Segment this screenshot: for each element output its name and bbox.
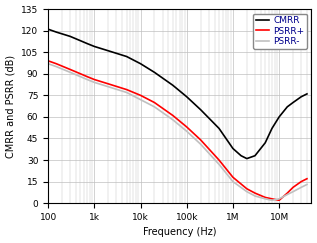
PSRR+ (245, 187, 249, 190)
CMRR (270, 127, 274, 130)
PSRR- (54, 65, 58, 68)
CMRR (299, 95, 303, 98)
CMRR (285, 105, 289, 108)
CMRR (139, 62, 142, 65)
PSRR+ (285, 192, 289, 195)
PSRR- (171, 118, 175, 121)
PSRR- (46, 62, 50, 65)
PSRR+ (79, 72, 82, 75)
CMRR (305, 92, 309, 95)
PSRR- (305, 183, 309, 186)
PSRR- (185, 130, 189, 133)
CMRR (231, 147, 235, 150)
PSRR+ (125, 88, 128, 91)
PSRR- (299, 186, 303, 189)
PSRR+ (291, 186, 295, 189)
PSRR+ (85, 75, 89, 78)
PSRR+ (68, 68, 72, 71)
PSRR- (79, 75, 82, 78)
PSRR+ (92, 78, 96, 81)
PSRR- (139, 98, 142, 101)
PSRR+ (152, 101, 156, 104)
CMRR (253, 154, 257, 157)
PSRR+ (231, 176, 235, 179)
PSRR+ (270, 197, 274, 200)
PSRR+ (299, 180, 303, 183)
X-axis label: Frequency (Hz): Frequency (Hz) (143, 227, 217, 237)
CMRR (245, 157, 249, 160)
PSRR+ (54, 62, 58, 65)
CMRR (54, 31, 58, 34)
PSRR- (285, 193, 289, 196)
PSRR- (125, 91, 128, 94)
CMRR (291, 101, 295, 104)
PSRR- (68, 71, 72, 74)
PSRR+ (46, 59, 50, 62)
PSRR+ (199, 139, 203, 141)
PSRR- (270, 199, 274, 202)
PSRR- (106, 85, 110, 88)
PSRR- (231, 180, 235, 183)
PSRR+ (263, 196, 267, 199)
CMRR (277, 115, 281, 118)
CMRR (171, 84, 175, 87)
PSRR- (199, 143, 203, 146)
PSRR+ (305, 177, 309, 180)
PSRR- (92, 81, 96, 84)
PSRR+ (171, 114, 175, 117)
PSRR+ (253, 192, 257, 195)
PSRR- (245, 190, 249, 193)
CMRR (68, 35, 72, 38)
CMRR (185, 95, 189, 98)
PSRR- (291, 190, 295, 193)
CMRR (106, 49, 110, 52)
PSRR- (85, 78, 89, 81)
Line: CMRR: CMRR (48, 29, 307, 159)
PSRR+ (139, 94, 142, 97)
CMRR (239, 154, 243, 157)
Line: PSRR+: PSRR+ (48, 61, 307, 200)
CMRR (263, 141, 267, 144)
PSRR+ (106, 82, 110, 85)
CMRR (85, 42, 89, 45)
PSRR+ (217, 159, 221, 162)
PSRR+ (185, 125, 189, 128)
Legend: CMRR, PSRR+, PSRR-: CMRR, PSRR+, PSRR- (253, 14, 307, 49)
PSRR- (253, 194, 257, 197)
PSRR- (263, 197, 267, 200)
CMRR (199, 108, 203, 111)
CMRR (217, 127, 221, 130)
Line: PSRR-: PSRR- (48, 64, 307, 200)
PSRR- (152, 105, 156, 108)
CMRR (92, 45, 96, 48)
PSRR+ (277, 199, 281, 202)
PSRR- (217, 163, 221, 166)
CMRR (125, 55, 128, 58)
PSRR- (277, 197, 281, 200)
CMRR (152, 71, 156, 74)
Y-axis label: CMRR and PSRR (dB): CMRR and PSRR (dB) (6, 54, 16, 158)
CMRR (46, 28, 50, 31)
CMRR (79, 39, 82, 42)
